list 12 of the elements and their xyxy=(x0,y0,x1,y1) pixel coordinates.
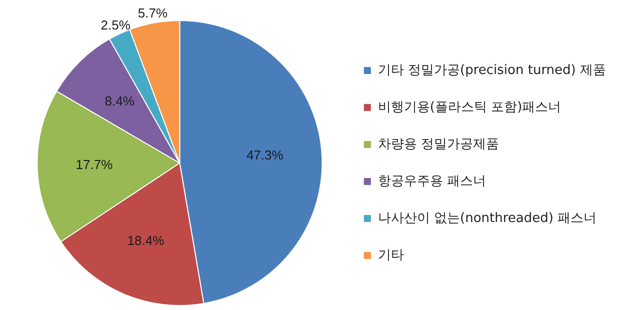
data-label: 47.3% xyxy=(246,147,284,162)
legend-label: 비행기용(플라스틱 포함)패스너 xyxy=(378,100,562,115)
legend-label: 차량용 정밀가공제품 xyxy=(378,136,500,152)
data-label: 8.4% xyxy=(104,94,135,109)
legend-label: 나사산이 없는(nonthreaded) 패스너 xyxy=(378,210,597,226)
legend-label: 항공우주용 패스너 xyxy=(378,174,486,189)
data-label: 18.4% xyxy=(127,233,165,248)
data-label: 2.5% xyxy=(100,17,131,32)
legend-label: 기타 정밀가공(precision turned) 제품 xyxy=(378,62,606,78)
data-label: 5.7% xyxy=(138,6,168,20)
data-label: 17.7% xyxy=(76,156,114,172)
legend-label: 기타 xyxy=(378,248,404,263)
